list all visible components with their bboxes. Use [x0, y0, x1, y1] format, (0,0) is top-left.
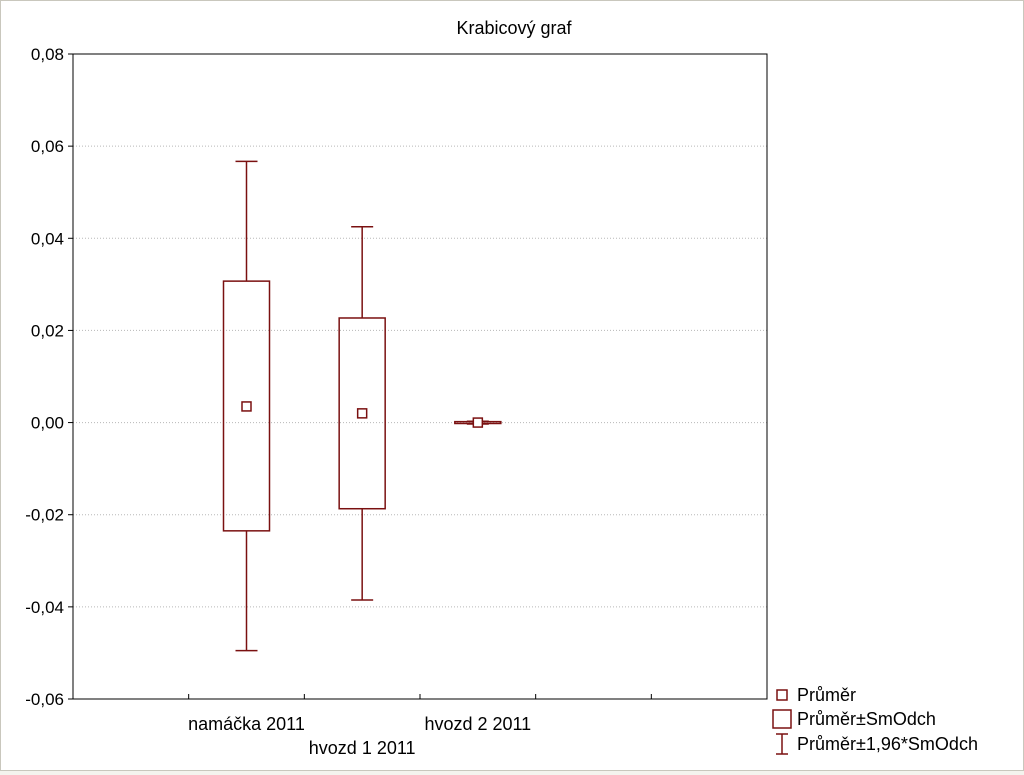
chart-title: Krabicový graf	[456, 18, 572, 38]
legend-mean-icon	[776, 689, 788, 701]
legend: Průměr Průměr±SmOdch Průměr±1,96*SmOdch	[772, 685, 978, 755]
mean-marker	[241, 401, 252, 412]
legend-label: Průměr±1,96*SmOdch	[797, 734, 978, 754]
x-tick-label: hvozd 1 2011	[309, 738, 416, 758]
legend-label: Průměr±SmOdch	[797, 709, 936, 729]
legend-label: Průměr	[797, 685, 856, 705]
y-tick-label: 0,02	[31, 321, 64, 340]
legend-sd-box-icon	[772, 709, 792, 729]
y-tick-label: 0,04	[31, 229, 64, 248]
plot-area	[72, 53, 768, 700]
sd-box	[338, 317, 386, 510]
mean-marker	[356, 408, 368, 419]
x-tick-label: hvozd 2 2011	[424, 714, 531, 734]
x-tick-label: namáčka 2011	[188, 714, 305, 734]
y-tick-label: -0,04	[25, 598, 64, 617]
grid-lines	[73, 145, 767, 608]
y-tick-label: 0,06	[31, 137, 64, 156]
sd-box	[222, 280, 271, 532]
box-marks	[222, 160, 502, 652]
mean-marker	[472, 417, 484, 428]
y-tick-label: -0,06	[25, 690, 64, 709]
y-tick-label: -0,02	[25, 506, 64, 525]
y-tick-label: 0,00	[31, 414, 64, 433]
y-axis: -0,06 -0,04 -0,02 0,00 0,02 0,04 0,06 0,08	[25, 45, 73, 709]
y-tick-label: 0,08	[31, 45, 64, 64]
